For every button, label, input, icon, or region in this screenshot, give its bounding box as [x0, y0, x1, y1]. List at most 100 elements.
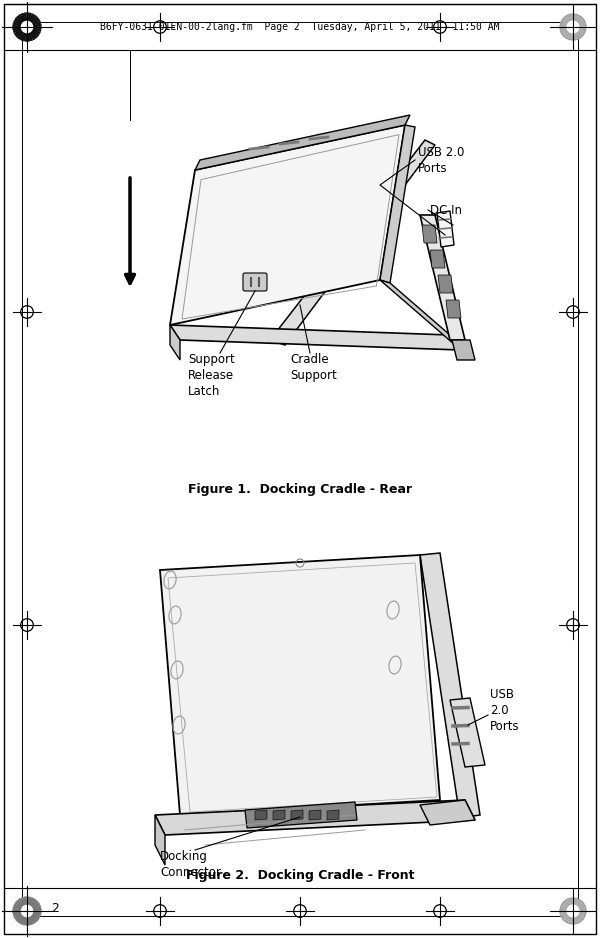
Polygon shape	[573, 900, 582, 911]
Polygon shape	[573, 17, 582, 27]
Text: DC In: DC In	[430, 204, 462, 217]
Polygon shape	[560, 25, 573, 27]
Polygon shape	[195, 115, 410, 170]
Polygon shape	[27, 24, 41, 27]
Text: 2: 2	[51, 901, 59, 915]
Text: Figure 1.  Docking Cradle - Rear: Figure 1. Docking Cradle - Rear	[188, 483, 412, 496]
Polygon shape	[27, 15, 36, 27]
Polygon shape	[438, 275, 453, 293]
Polygon shape	[573, 911, 586, 915]
Polygon shape	[573, 27, 578, 39]
Circle shape	[20, 904, 34, 917]
Polygon shape	[27, 911, 41, 913]
Polygon shape	[27, 898, 31, 911]
Polygon shape	[27, 27, 41, 31]
Polygon shape	[569, 911, 573, 924]
Polygon shape	[27, 911, 35, 923]
Polygon shape	[16, 902, 27, 911]
Polygon shape	[573, 27, 586, 31]
Polygon shape	[27, 14, 34, 27]
Text: Cradle
Support: Cradle Support	[290, 353, 337, 382]
Polygon shape	[573, 903, 584, 911]
Polygon shape	[420, 215, 465, 340]
Polygon shape	[27, 19, 40, 27]
Polygon shape	[560, 911, 573, 914]
Polygon shape	[572, 911, 573, 924]
Polygon shape	[573, 24, 586, 27]
Polygon shape	[561, 904, 573, 911]
Polygon shape	[27, 900, 36, 911]
Polygon shape	[27, 22, 40, 27]
Polygon shape	[560, 910, 573, 911]
Polygon shape	[573, 27, 576, 40]
Polygon shape	[562, 911, 573, 919]
Polygon shape	[572, 27, 573, 40]
Polygon shape	[13, 911, 27, 914]
Polygon shape	[568, 899, 573, 911]
Polygon shape	[27, 17, 38, 27]
Polygon shape	[563, 901, 573, 911]
Polygon shape	[160, 555, 440, 815]
Polygon shape	[27, 27, 32, 40]
Polygon shape	[16, 27, 27, 37]
Polygon shape	[565, 900, 573, 911]
Polygon shape	[573, 27, 585, 34]
Polygon shape	[14, 911, 27, 919]
Polygon shape	[13, 23, 27, 27]
Polygon shape	[155, 815, 165, 865]
Polygon shape	[560, 27, 573, 30]
Polygon shape	[563, 18, 573, 27]
Polygon shape	[27, 911, 32, 924]
Polygon shape	[450, 698, 485, 767]
Polygon shape	[573, 22, 585, 27]
Polygon shape	[27, 908, 41, 911]
Polygon shape	[573, 911, 583, 920]
Polygon shape	[13, 25, 27, 27]
Polygon shape	[573, 27, 581, 38]
Polygon shape	[170, 325, 460, 350]
Polygon shape	[437, 211, 454, 247]
Polygon shape	[291, 810, 303, 820]
Polygon shape	[27, 903, 40, 911]
Polygon shape	[568, 15, 573, 27]
Text: B6FY-0631-01EN-00-2lang.fm  Page 2  Tuesday, April 5, 2011  11:50 AM: B6FY-0631-01EN-00-2lang.fm Page 2 Tuesda…	[100, 22, 500, 32]
Polygon shape	[27, 27, 30, 41]
Polygon shape	[19, 899, 27, 911]
Polygon shape	[566, 27, 573, 38]
Polygon shape	[22, 14, 27, 27]
Polygon shape	[170, 325, 180, 360]
Polygon shape	[13, 907, 27, 911]
Polygon shape	[14, 911, 27, 916]
Polygon shape	[27, 911, 37, 922]
Polygon shape	[309, 810, 321, 820]
Text: Support
Release
Latch: Support Release Latch	[188, 353, 235, 398]
Polygon shape	[569, 27, 573, 39]
Polygon shape	[27, 27, 40, 34]
Polygon shape	[573, 911, 586, 913]
Polygon shape	[20, 27, 27, 40]
Polygon shape	[255, 810, 267, 820]
Polygon shape	[573, 908, 586, 911]
Polygon shape	[27, 911, 30, 925]
Polygon shape	[18, 27, 27, 38]
Polygon shape	[573, 898, 574, 911]
Polygon shape	[27, 27, 37, 38]
Polygon shape	[14, 21, 27, 27]
Polygon shape	[27, 13, 31, 27]
Polygon shape	[155, 800, 475, 835]
Polygon shape	[27, 911, 41, 915]
Polygon shape	[27, 27, 35, 39]
Polygon shape	[561, 27, 573, 33]
Polygon shape	[19, 15, 27, 27]
Polygon shape	[430, 250, 445, 268]
Circle shape	[567, 22, 579, 33]
Polygon shape	[446, 300, 461, 318]
Polygon shape	[566, 911, 573, 923]
Polygon shape	[13, 910, 27, 911]
Polygon shape	[27, 898, 34, 911]
Polygon shape	[16, 18, 27, 27]
Polygon shape	[560, 907, 573, 911]
Polygon shape	[573, 905, 585, 911]
Polygon shape	[560, 23, 573, 27]
Polygon shape	[20, 911, 27, 924]
